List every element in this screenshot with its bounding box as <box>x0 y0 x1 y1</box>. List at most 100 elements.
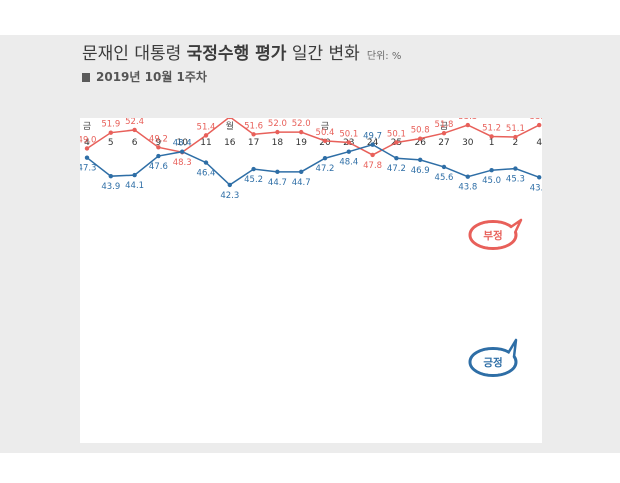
data-label-negative: 53.3 <box>458 118 477 122</box>
data-point-positive <box>251 166 256 172</box>
data-point-positive <box>441 164 447 170</box>
data-point-positive <box>84 155 90 160</box>
data-label-positive: 43.9 <box>101 182 120 192</box>
x-tick-label: 5 <box>108 138 114 148</box>
data-point-negative <box>489 134 494 139</box>
data-point-negative <box>132 127 137 133</box>
data-point-positive <box>180 149 185 154</box>
data-point-positive <box>394 156 399 161</box>
x-tick-label: 10 <box>176 138 188 148</box>
data-point-negative <box>84 146 90 151</box>
data-point-negative <box>441 131 447 136</box>
legend-label-positive: 긍정 <box>483 356 502 369</box>
data-point-positive <box>489 168 494 173</box>
data-point-negative <box>370 152 375 158</box>
data-label-positive: 45.2 <box>244 175 263 185</box>
title-part: 문재인 대통령 <box>82 44 187 64</box>
data-label-positive: 44.7 <box>268 178 287 188</box>
data-label-negative: 52.0 <box>268 119 287 129</box>
data-point-negative <box>346 140 351 145</box>
data-label-positive: 44.7 <box>292 178 311 188</box>
data-point-positive <box>513 166 518 171</box>
data-label-positive: 47.2 <box>316 164 335 174</box>
data-point-positive <box>227 182 232 188</box>
x-tick-label: 30 <box>462 138 474 148</box>
data-label-positive: 45.0 <box>482 176 501 186</box>
data-label-negative: 51.2 <box>482 123 501 133</box>
x-tick-label: 1 <box>489 138 495 148</box>
data-point-negative <box>418 136 423 141</box>
data-point-negative <box>465 122 470 128</box>
x-tick-label: 19 <box>295 138 307 148</box>
x-tick-label: 26 <box>414 138 426 148</box>
weekday-mark: 금 <box>440 121 448 132</box>
data-point-negative <box>156 145 161 150</box>
data-label-positive: 47.6 <box>149 162 168 172</box>
plot-area: 금45691011월16171819금2023242526금273012449.… <box>80 118 542 443</box>
data-point-negative <box>322 138 328 144</box>
data-point-negative <box>513 134 518 140</box>
data-point-negative <box>203 133 209 138</box>
data-label-negative: 49.0 <box>80 135 96 145</box>
data-point-positive <box>370 142 375 147</box>
x-tick-label: 4 <box>84 138 90 148</box>
data-label-negative: 53.3 <box>530 118 542 122</box>
data-point-positive <box>322 156 328 161</box>
data-label-positive: 46.4 <box>197 169 216 179</box>
unit-label: 단위: % <box>366 51 402 62</box>
data-point-negative <box>251 132 256 137</box>
weekday-mark: 금 <box>321 121 329 132</box>
weekday-mark: 월 <box>226 120 234 132</box>
data-label-positive: 47.2 <box>387 164 406 174</box>
data-label-positive: 43.8 <box>458 183 477 193</box>
series-line-positive <box>86 143 540 186</box>
data-label-negative: 51.6 <box>244 121 263 131</box>
data-label-negative: 51.1 <box>506 124 525 134</box>
data-label-negative: 52.4 <box>125 118 144 127</box>
legend-label-negative: 부정 <box>483 229 502 242</box>
legend-bubble-fill-negative <box>471 223 515 247</box>
data-label-positive: 44.1 <box>125 181 144 191</box>
title-part: 일간 변화 <box>286 44 360 64</box>
data-point-negative <box>275 129 280 135</box>
x-tick-label: 18 <box>272 138 284 148</box>
data-point-positive <box>418 157 423 163</box>
title-emphasis: 국정수행 평가 <box>186 44 287 64</box>
data-label-positive: 49.7 <box>363 132 382 142</box>
chart-title: 문재인 대통령 국정수행 평가 일간 변화 단위: % <box>82 39 401 64</box>
data-point-negative <box>394 140 399 145</box>
data-label-negative: 48.3 <box>173 158 192 168</box>
data-label-negative: 50.1 <box>387 129 406 139</box>
data-label-negative: 51.8 <box>435 120 454 130</box>
data-point-positive <box>132 172 137 178</box>
data-point-negative <box>537 122 542 128</box>
data-point-positive <box>465 174 470 179</box>
data-point-negative <box>227 118 232 120</box>
data-label-negative: 47.8 <box>363 161 382 171</box>
x-tick-label: 4 <box>536 138 542 148</box>
data-label-negative: 51.9 <box>101 120 120 130</box>
data-point-negative <box>299 129 304 135</box>
x-tick-label: 17 <box>248 138 259 148</box>
subtitle: 2019년 10월 1주차 <box>82 68 207 85</box>
line-chart: 금45691011월16171819금2023242526금273012449.… <box>80 118 542 377</box>
data-label-positive: 43.7 <box>530 183 542 193</box>
data-label-positive: 45.6 <box>435 173 454 183</box>
series-line-negative <box>86 118 540 156</box>
x-tick-label: 27 <box>438 138 449 148</box>
data-label-negative: 50.4 <box>316 128 335 138</box>
data-label-negative: 51.4 <box>197 122 216 132</box>
data-point-positive <box>537 175 542 180</box>
data-point-negative <box>108 130 113 135</box>
weekday-mark: 금 <box>83 121 91 132</box>
data-label-positive: 45.3 <box>506 175 525 185</box>
data-point-positive <box>275 169 280 175</box>
x-tick-label: 9 <box>156 138 162 148</box>
data-label-positive: 42.3 <box>220 191 239 201</box>
x-tick-label: 6 <box>132 138 138 148</box>
x-tick-label: 2 <box>513 138 519 148</box>
x-tick-label: 11 <box>200 138 211 148</box>
data-label-negative: 52.0 <box>292 119 311 129</box>
data-label-positive: 48.4 <box>339 158 358 168</box>
data-point-positive <box>203 160 209 165</box>
